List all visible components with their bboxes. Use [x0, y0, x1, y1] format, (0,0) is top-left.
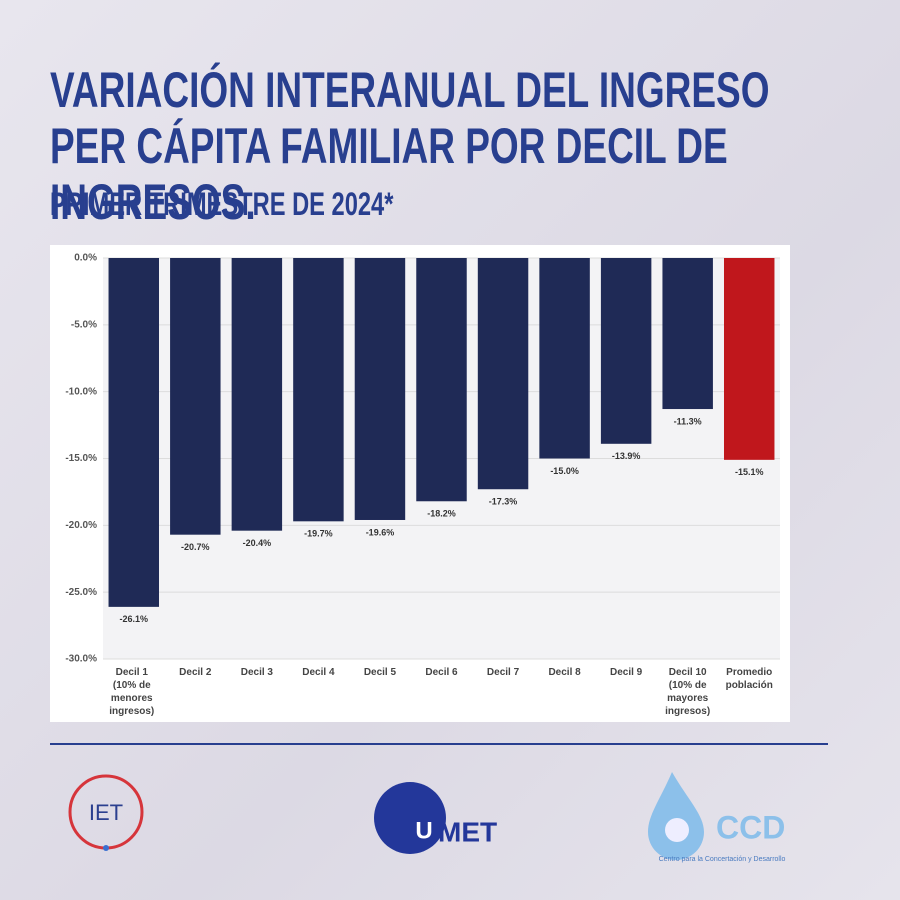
y-tick-label: -25.0%	[65, 587, 97, 598]
value-label: -11.3%	[674, 416, 702, 426]
ccd-drop	[648, 772, 704, 860]
x-tick-label: Decil 5	[363, 667, 397, 678]
bar	[354, 258, 406, 520]
value-label: -20.7%	[181, 542, 210, 552]
x-tick-label: Promedio población	[725, 667, 773, 691]
umet-circle	[374, 782, 446, 854]
y-tick-label: -20.0%	[65, 520, 97, 531]
divider	[50, 743, 828, 745]
x-tick-label: Decil 1 (10% de menores ingresos)	[109, 667, 155, 717]
value-label: -19.7%	[304, 529, 333, 539]
bar	[539, 258, 590, 459]
x-tick-label: Decil 7	[486, 667, 520, 678]
bar	[293, 258, 344, 522]
value-label: -20.4%	[243, 538, 272, 548]
x-tick-label: Decil 6	[425, 667, 458, 678]
iet-dot	[103, 845, 109, 851]
logo-umet-u: U	[415, 817, 432, 844]
bar	[723, 258, 775, 460]
value-label: -15.1%	[735, 467, 764, 477]
bar	[477, 258, 529, 490]
value-label: -26.1%	[120, 614, 149, 624]
x-tick-label: Decil 8	[548, 667, 581, 678]
bar	[108, 258, 160, 607]
ccd-sun	[665, 818, 689, 842]
value-label: -15.0%	[550, 466, 579, 476]
value-label: -13.9%	[612, 451, 641, 461]
y-tick-label: 0.0%	[74, 253, 97, 264]
x-tick-label: Decil 10 (10% de mayores ingresos)	[665, 667, 711, 717]
y-tick-label: -15.0%	[65, 453, 97, 464]
logo-ccd: CCD	[716, 809, 785, 845]
chart-box: 0.0% -5.0% -10.0% -15.0% -20.0% -25.0% -30.0% -…	[50, 245, 790, 722]
x-tick-label: Decil 9	[610, 667, 643, 678]
bar	[231, 258, 283, 531]
value-label: -18.2%	[427, 509, 456, 519]
y-tick-label: -10.0%	[65, 386, 97, 397]
y-tick-label: -30.0%	[65, 654, 97, 665]
bar	[662, 258, 713, 410]
chart: 0.0% -5.0% -10.0% -15.0% -20.0% -25.0% -30.0% -…	[65, 253, 780, 665]
value-label: -19.6%	[366, 527, 395, 537]
logo-umet: MET	[438, 816, 497, 847]
chart-title: VARIACIÓN INTERANUAL DEL INGRESO PER CÁP…	[50, 62, 770, 230]
x-tick-label: Decil 4	[302, 667, 335, 678]
y-tick-label: -5.0%	[71, 319, 97, 330]
bar	[170, 258, 221, 535]
logo-ccd-caption: Centro para la Concertación y Desarrollo	[659, 856, 786, 863]
logo-iet: IET	[89, 800, 123, 825]
x-tick-label: Decil 2	[179, 667, 212, 678]
bar	[416, 258, 467, 502]
value-label: -17.3%	[489, 497, 518, 507]
chart-subtitle: PRIMER TRIMESTRE DE 2024*	[50, 186, 394, 222]
bar	[600, 258, 652, 444]
x-tick-label: Decil 3	[240, 667, 273, 678]
logos: IET U MET CCD Centro para la Concertació…	[68, 772, 786, 863]
